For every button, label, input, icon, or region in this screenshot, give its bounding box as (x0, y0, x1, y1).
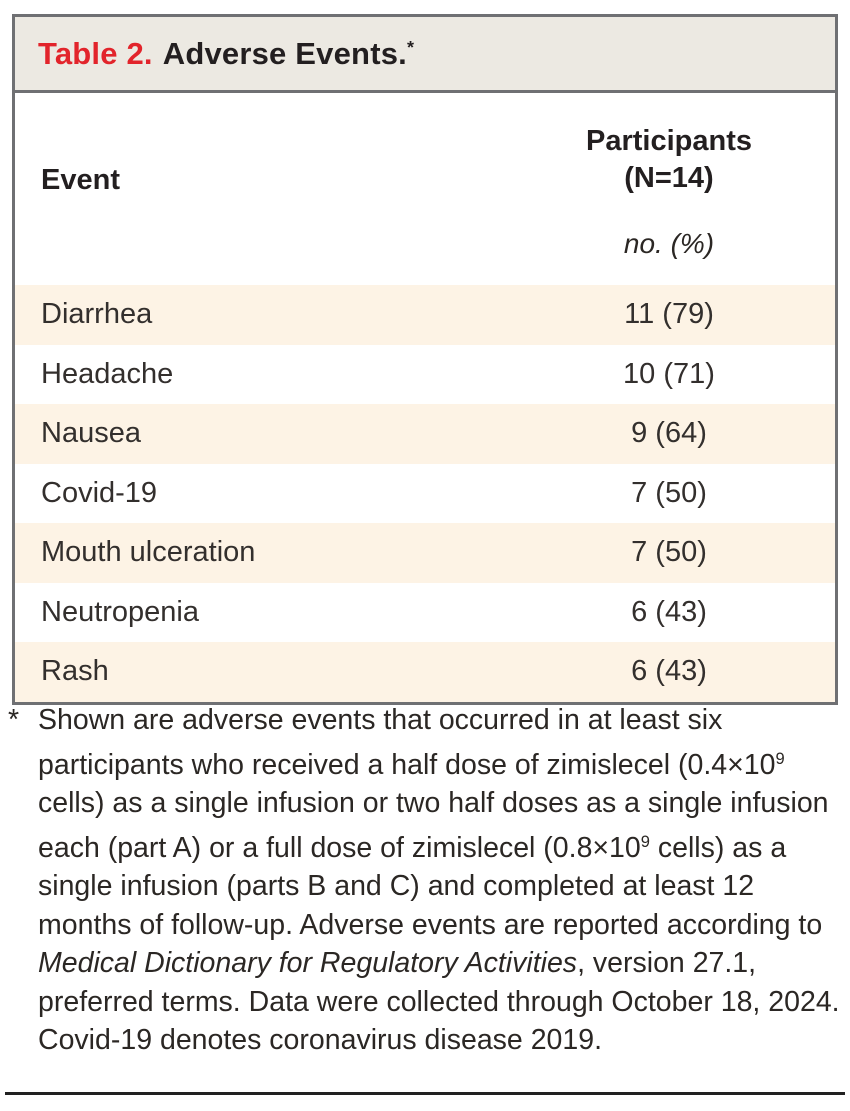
table-row: Rash 6 (43) (15, 642, 835, 702)
value-cell: 6 (43) (631, 595, 707, 628)
table-header-row: Event Participants (N=14) (15, 123, 835, 197)
footnote-superscript-1: 9 (775, 748, 785, 768)
event-cell: Covid-19 (41, 476, 158, 509)
value-cell: 7 (50) (631, 476, 707, 509)
value-cell: 10 (71) (623, 357, 715, 390)
table-footnote-marker: * (406, 36, 414, 57)
value-cell: 9 (64) (631, 417, 707, 450)
footnote-text-3: cells) as a single infusion (parts B and… (38, 831, 823, 941)
bottom-rule (5, 1092, 845, 1095)
table-row: Covid-19 7 (50) (15, 464, 835, 524)
footnote-text-1: Shown are adverse events that occurred i… (38, 704, 776, 781)
table-row: Mouth ulceration 7 (50) (15, 523, 835, 583)
table-row: Nausea 9 (64) (15, 404, 835, 464)
footnote-superscript-2: 9 (640, 831, 650, 851)
table-row: Diarrhea 11 (79) (15, 285, 835, 345)
table-rows: Diarrhea 11 (79) Headache 10 (71) Nausea… (15, 285, 835, 702)
table-title: Adverse Events. (162, 36, 407, 71)
table-title-band: Table 2. Adverse Events.* (15, 17, 835, 93)
table-footnote: * Shown are adverse events that occurred … (8, 701, 846, 1060)
footnote-text-2: cells) as a single infusion or two half … (38, 787, 829, 864)
unit-row-spacer (15, 228, 549, 260)
table-header: Event Participants (N=14) no. (%) (15, 93, 835, 260)
footnote-text-4: , version 27.1, preferred terms. Data we… (38, 947, 840, 1057)
footnote-italic-title: Medical Dictionary for Regulatory Activi… (38, 947, 578, 980)
column-header-participants-line2: (N=14) (624, 162, 714, 194)
value-cell: 6 (43) (631, 655, 707, 688)
column-header-event: Event (41, 164, 120, 196)
adverse-events-table: Table 2. Adverse Events.* Event Participa… (12, 14, 838, 705)
event-cell: Rash (41, 655, 109, 688)
column-unit-label: no. (%) (623, 228, 715, 259)
column-header-participants-line1: Participants (586, 125, 752, 157)
value-cell: 7 (50) (631, 536, 707, 569)
event-cell: Headache (41, 357, 174, 390)
table-number: Table 2. (38, 36, 153, 71)
event-cell: Nausea (41, 417, 141, 450)
column-header-participants: Participants (N=14) (549, 123, 789, 197)
value-cell: 11 (79) (624, 298, 714, 331)
footnote-marker: * (8, 704, 20, 736)
event-cell: Diarrhea (41, 298, 153, 331)
event-cell: Mouth ulceration (41, 536, 256, 569)
event-cell: Neutropenia (41, 595, 199, 628)
table-row: Headache 10 (71) (15, 345, 835, 405)
table-unit-row: no. (%) (15, 228, 835, 260)
table-row: Neutropenia 6 (43) (15, 583, 835, 643)
